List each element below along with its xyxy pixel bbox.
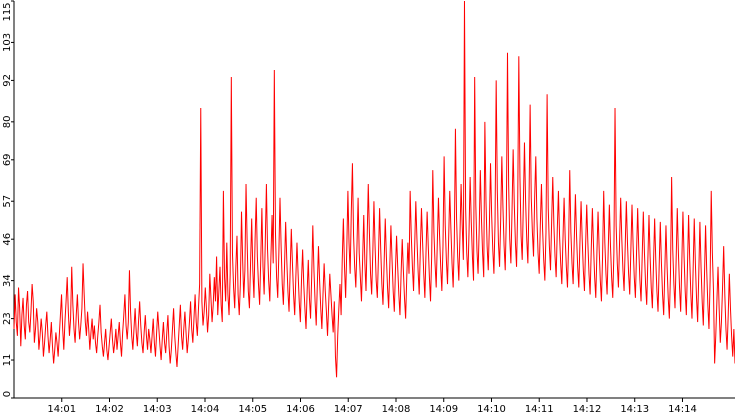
y-tick-label: 80 [2, 115, 13, 128]
y-tick-label: 69 [2, 153, 13, 166]
x-tick-label: 14:02 [95, 404, 124, 415]
y-tick-label: 115 [2, 2, 13, 21]
x-tick-label: 14:13 [620, 404, 649, 415]
y-tick-label: 46 [2, 233, 13, 246]
x-tick-label: 14:05 [238, 404, 267, 415]
x-tick-label: 14:03 [143, 404, 172, 415]
y-tick-labels: 0 11 23 34 46 57 69 80 92 103 115 [2, 0, 14, 399]
y-tick-label: 11 [2, 354, 13, 367]
y-tick-label: 23 [2, 312, 13, 325]
x-tick-label: 14:04 [191, 404, 220, 415]
x-tick-labels: 14:01 14:02 14:03 14:04 14:05 14:06 14:07 14:08… [47, 398, 697, 415]
x-tick-label: 14:08 [382, 404, 411, 415]
x-tick-label: 14:12 [573, 404, 602, 415]
y-tick-label: 0 [2, 391, 13, 397]
x-tick-label: 14:07 [334, 404, 363, 415]
x-tick-label: 14:10 [477, 404, 506, 415]
y-tick-label: 57 [2, 195, 13, 208]
x-tick-label: 14:09 [429, 404, 458, 415]
series-line [13, 0, 735, 378]
x-tick-label: 14:14 [668, 404, 697, 415]
y-tick-label: 103 [2, 33, 13, 52]
y-tick-label: 92 [2, 74, 13, 87]
x-tick-label: 14:01 [47, 404, 76, 415]
x-tick-label: 14:06 [286, 404, 315, 415]
x-tick-label: 14:11 [525, 404, 554, 415]
y-tick-label: 34 [2, 274, 13, 287]
